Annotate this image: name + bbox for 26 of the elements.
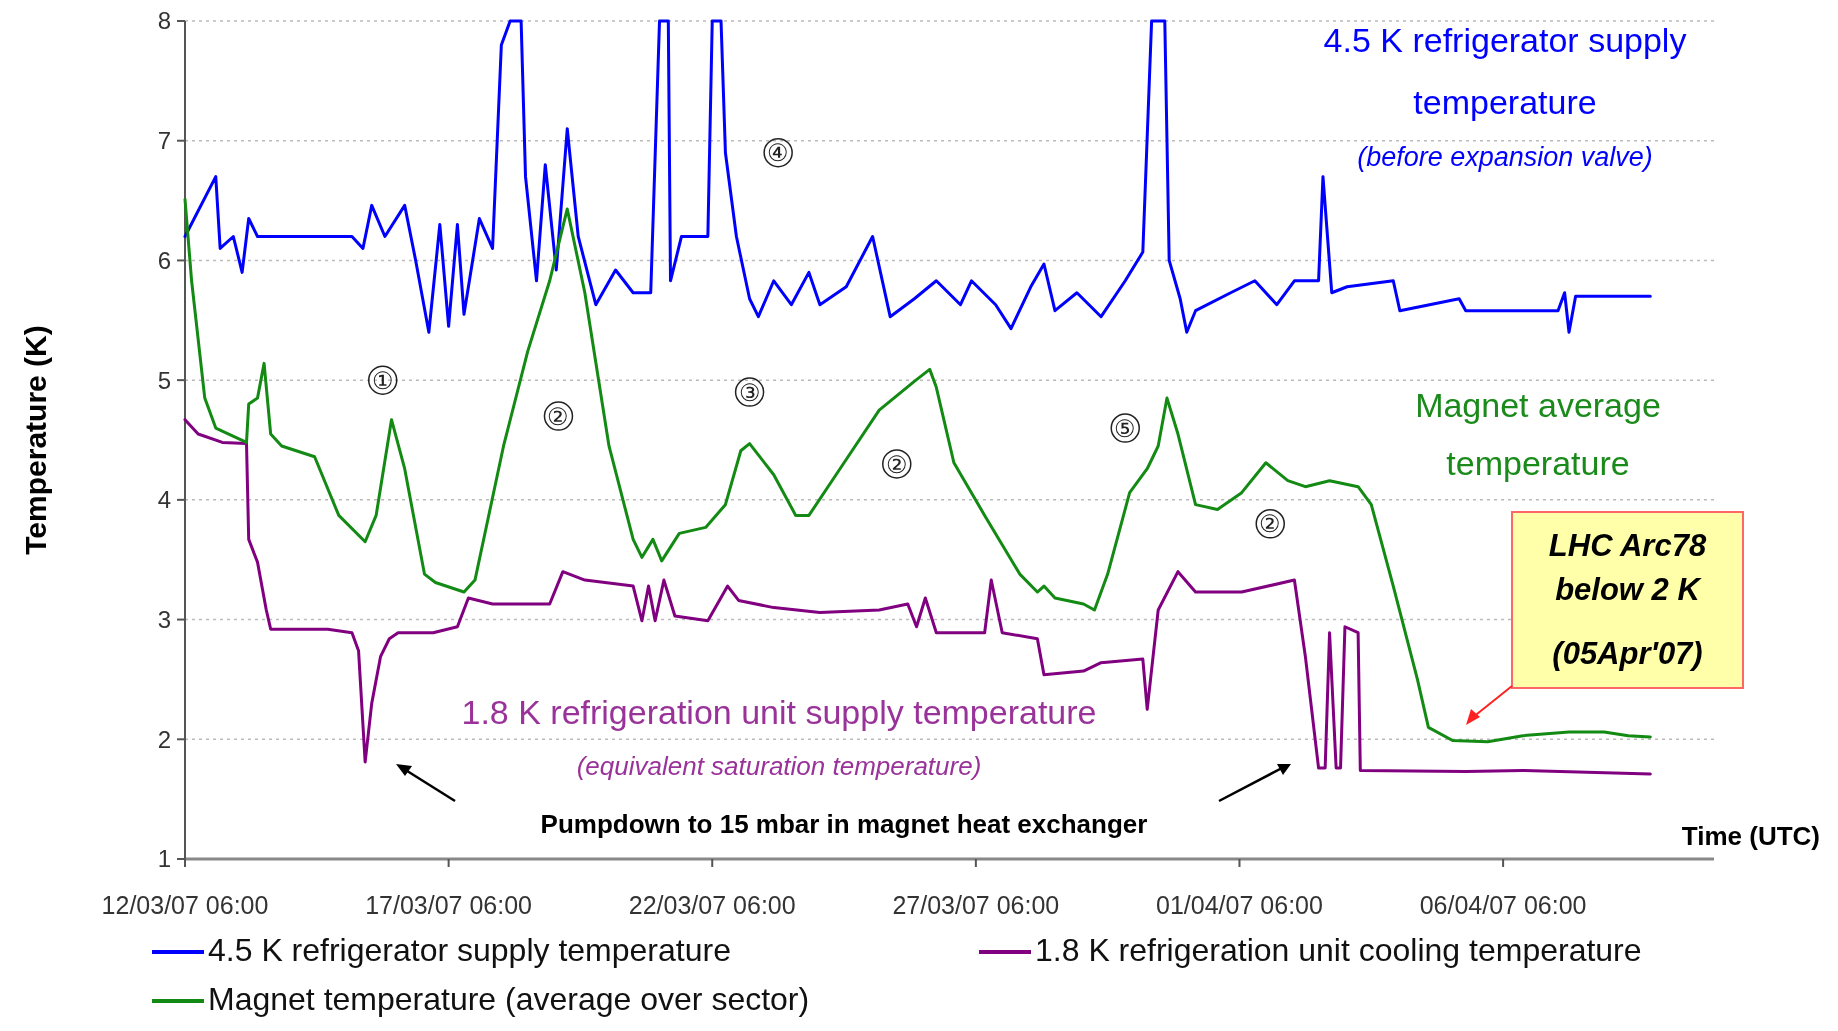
annotation: 4.5 K refrigerator supply temperature [1323,21,1687,121]
x-tick-label: 27/03/07 06:00 [892,891,1060,919]
legend-label: Magnet temperature (average over sector) [208,981,810,1017]
x-axis-title: Time (UTC) [1681,821,1820,851]
y-axis-title: Temperature (K) [19,325,52,555]
x-tick-label: 06/04/07 06:00 [1419,891,1587,919]
annotation: (equivalent saturation temperature) [576,751,982,781]
annotation: 1.8 K refrigeration unit supply temperature [461,693,1097,731]
x-tick-label: 01/04/07 06:00 [1156,891,1323,919]
x-tick-label: 17/03/07 06:00 [365,891,533,919]
y-tick-label: 5 [157,366,171,394]
y-tick-label: 1 [157,845,171,873]
x-tick-label: 22/03/07 06:00 [628,891,796,919]
annotation: Pumpdown to 15 mbar in magnet heat exchanger [540,809,1148,839]
y-tick-label: 2 [157,725,171,753]
y-tick-label: 3 [157,605,171,633]
y-tick-label: 8 [157,7,171,35]
y-tick-label: 6 [157,246,171,274]
annotation: (before expansion valve) [1357,142,1653,172]
annotation: LHC Arc78 below 2 K (05Apr'07) [1548,528,1707,671]
annotation: Magnet average temperature [1415,386,1661,482]
legend-label: 1.8 K refrigeration unit cooling temperature [1035,932,1642,968]
y-tick-label: 4 [157,486,171,514]
y-tick-label: 7 [157,127,171,155]
x-tick-label: 12/03/07 06:00 [101,891,269,919]
legend-label: 4.5 K refrigerator supply temperature [208,932,731,968]
